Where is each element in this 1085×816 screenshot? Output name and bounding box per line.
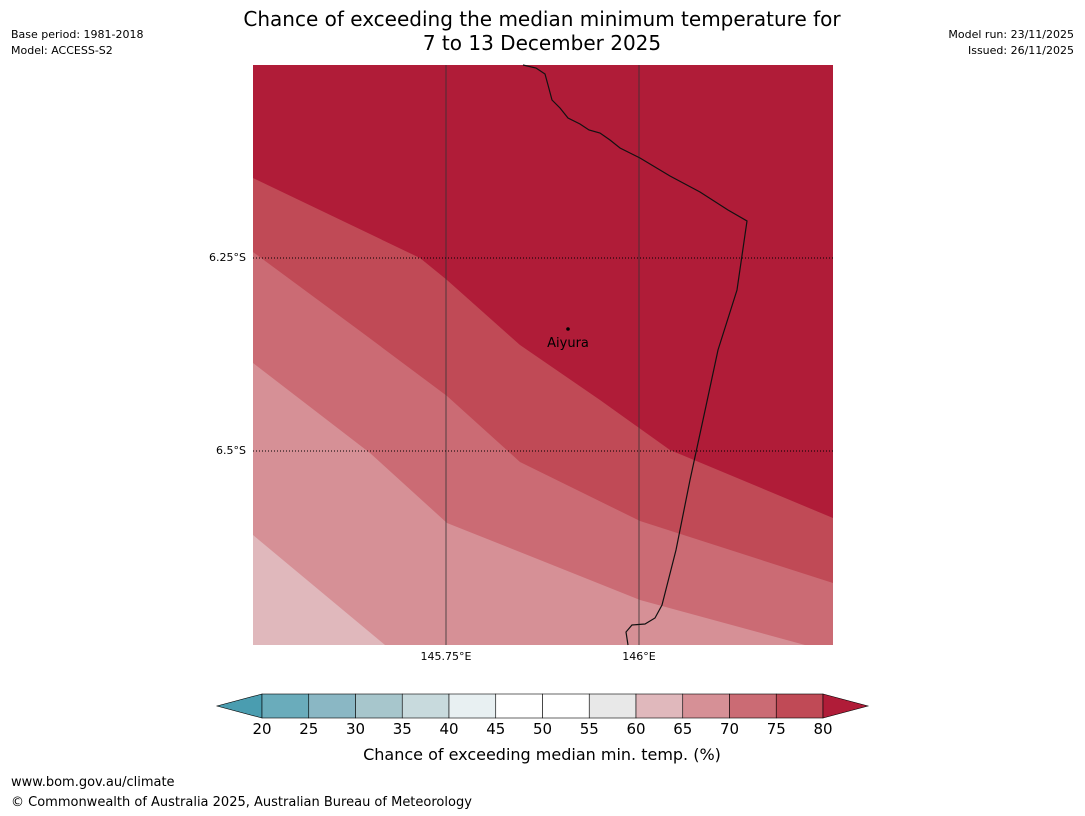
colorbar-title: Chance of exceeding median min. temp. (%… bbox=[363, 745, 721, 764]
model-run: Model run: 23/11/2025 bbox=[948, 28, 1074, 41]
model-name: Model: ACCESS-S2 bbox=[11, 44, 113, 57]
colorbar-tick-60: 60 bbox=[626, 720, 646, 738]
province-boundary bbox=[522, 64, 748, 646]
colorbar-tick-55: 55 bbox=[579, 720, 599, 738]
map-title: Chance of exceeding the median minimum t… bbox=[192, 7, 892, 55]
meta-right: Model run: 23/11/2025 Issued: 26/11/2025 bbox=[948, 27, 1074, 59]
lat-label-6-5: 6.5°S bbox=[216, 444, 246, 457]
title-line-1: Chance of exceeding the median minimum t… bbox=[243, 7, 841, 31]
place-label-aiyura: Aiyura bbox=[547, 336, 589, 351]
colorbar-tick-40: 40 bbox=[439, 720, 459, 738]
base-period: Base period: 1981-2018 bbox=[11, 28, 144, 41]
colorbar-tick-75: 75 bbox=[766, 720, 786, 738]
colorbar-tick-25: 25 bbox=[299, 720, 319, 738]
footer-copyright: © Commonwealth of Australia 2025, Austra… bbox=[11, 795, 472, 810]
lon-label-146: 146°E bbox=[622, 650, 656, 663]
lat-label-6-25: 6.25°S bbox=[209, 251, 246, 264]
colorbar-tick-45: 45 bbox=[486, 720, 506, 738]
footer-url[interactable]: www.bom.gov.au/climate bbox=[11, 775, 175, 790]
colorbar-tick-65: 65 bbox=[673, 720, 693, 738]
colorbar-tick-35: 35 bbox=[392, 720, 412, 738]
lon-label-145-75: 145.75°E bbox=[420, 650, 472, 663]
issued-date: Issued: 26/11/2025 bbox=[967, 44, 1074, 57]
colorbar-tick-80: 80 bbox=[813, 720, 833, 738]
title-line-2: 7 to 13 December 2025 bbox=[422, 31, 662, 55]
colorbar-tick-70: 70 bbox=[719, 720, 740, 738]
colorbar-tick-50: 50 bbox=[532, 720, 553, 738]
meta-left: Base period: 1981-2018 Model: ACCESS-S2 bbox=[11, 27, 143, 59]
colorbar-tick-20: 20 bbox=[252, 720, 272, 738]
band-80plus-fill bbox=[253, 65, 833, 518]
aiyura-marker bbox=[566, 327, 570, 331]
colorbar-tick-30: 30 bbox=[345, 720, 366, 738]
